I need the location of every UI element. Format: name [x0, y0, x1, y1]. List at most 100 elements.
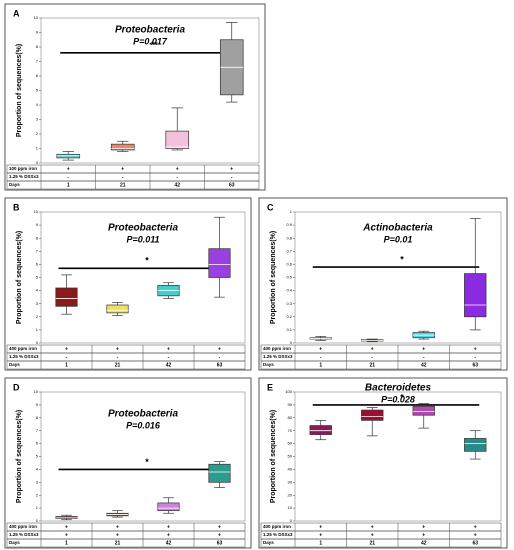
- table-cell: +: [67, 166, 70, 172]
- y-tick-label: 4: [36, 102, 39, 107]
- y-tick-label: 7: [36, 248, 39, 253]
- y-tick-label: 60: [288, 441, 293, 446]
- table-cell: -: [320, 354, 322, 360]
- table-cell: 63: [229, 182, 235, 188]
- box: [55, 287, 78, 307]
- y-tick-label: 0.5: [286, 275, 292, 280]
- table-cell: +: [65, 346, 68, 352]
- table-cell: +: [218, 532, 221, 538]
- table-cell: 1: [319, 362, 322, 368]
- panel-border: [258, 197, 508, 371]
- significance-star: *: [145, 256, 149, 266]
- table-cell: 42: [166, 362, 172, 368]
- box: [106, 304, 129, 314]
- y-tick-label: 9: [36, 222, 39, 227]
- table-cell: +: [116, 532, 119, 538]
- table-cell: +: [65, 524, 68, 530]
- y-tick-label: 9: [36, 30, 39, 35]
- table-row: [6, 172, 260, 182]
- table-cell: +: [121, 166, 124, 172]
- y-axis-label: Proportion of sequences(%): [270, 410, 277, 503]
- y-tick-label: 3: [36, 301, 39, 306]
- y-tick-label: 40: [288, 466, 293, 471]
- p-value: P=0.011: [126, 234, 159, 244]
- panel-label: C: [267, 202, 274, 212]
- table-cell: +: [474, 346, 477, 352]
- panel-title: Proteobacteria: [108, 409, 178, 420]
- row-label: 100 ppm iron: [9, 166, 37, 171]
- table-cell: +: [474, 532, 477, 538]
- p-value: P=0.01: [384, 234, 413, 244]
- panel-label: A: [13, 8, 20, 18]
- row-label: 1.25 % DSSx3: [263, 532, 293, 537]
- y-axis-label: Proportion of sequences(%): [16, 231, 23, 324]
- y-axis-label: Proportion of sequences(%): [270, 231, 277, 324]
- panel-title: Bacteroidetes: [365, 383, 432, 394]
- y-tick-label: 2: [36, 314, 39, 319]
- p-value: P=0.028: [381, 394, 415, 404]
- panel-border: [258, 377, 508, 549]
- table-row: [6, 360, 246, 370]
- y-tick-label: 1: [36, 327, 39, 332]
- y-tick-label: 3: [36, 117, 39, 122]
- y-tick-label: 0: [36, 518, 39, 523]
- panel-border: [4, 3, 266, 191]
- table-cell: 63: [472, 362, 478, 368]
- y-tick-label: 5: [36, 454, 39, 459]
- row-label: 1.25 % DSSx3: [9, 174, 39, 179]
- table-cell: 42: [166, 540, 172, 546]
- table-row: [260, 522, 502, 532]
- table-cell: -: [66, 354, 68, 360]
- y-tick-label: 1: [36, 505, 39, 510]
- row-label: Days: [9, 182, 20, 187]
- y-tick-label: 8: [36, 415, 39, 420]
- row-label: 400 ppm iron: [263, 524, 291, 529]
- table-cell: +: [218, 346, 221, 352]
- significance-star: *: [400, 254, 404, 264]
- table-cell: 63: [217, 362, 223, 368]
- plot-area: [294, 391, 502, 522]
- table-cell: +: [474, 524, 477, 530]
- y-tick-label: 90: [288, 402, 293, 407]
- panel-label: B: [13, 202, 20, 212]
- significance-star: **: [150, 40, 158, 50]
- table-cell: 1: [319, 540, 322, 546]
- row-label: Days: [263, 540, 274, 545]
- table-cell: -: [117, 354, 119, 360]
- table-row: [6, 352, 246, 362]
- y-tick-label: 0.1: [286, 327, 292, 332]
- box: [464, 273, 487, 318]
- y-tick-label: 7: [36, 428, 39, 433]
- table-cell: 42: [174, 182, 180, 188]
- table-cell: +: [167, 346, 170, 352]
- y-tick-label: 1: [290, 209, 293, 214]
- table-cell: +: [371, 532, 374, 538]
- table-cell: +: [319, 532, 322, 538]
- significance-star: *: [145, 457, 149, 467]
- table-row: [6, 344, 246, 354]
- y-tick-label: 2: [36, 492, 39, 497]
- y-tick-label: 50: [288, 454, 293, 459]
- y-tick-label: 0.9: [286, 222, 292, 227]
- y-tick-label: 10: [34, 209, 39, 214]
- y-tick-label: 1: [36, 146, 39, 151]
- y-tick-label: 0: [290, 340, 293, 345]
- table-cell: 42: [421, 362, 427, 368]
- y-tick-label: 0.2: [286, 314, 292, 319]
- table-cell: +: [167, 524, 170, 530]
- table-cell: 63: [217, 540, 223, 546]
- table-cell: +: [371, 524, 374, 530]
- box: [110, 143, 135, 151]
- p-value: P=0.017: [133, 36, 168, 46]
- y-tick-label: 100: [285, 389, 292, 394]
- y-tick-label: 3: [36, 479, 39, 484]
- panel-label: D: [13, 382, 20, 392]
- panel-border: [4, 377, 252, 549]
- y-tick-label: 10: [34, 389, 39, 394]
- y-tick-label: 0: [36, 160, 39, 165]
- box: [464, 438, 487, 452]
- y-tick-label: 0.4: [286, 288, 292, 293]
- table-cell: +: [167, 532, 170, 538]
- table-cell: 21: [115, 540, 121, 546]
